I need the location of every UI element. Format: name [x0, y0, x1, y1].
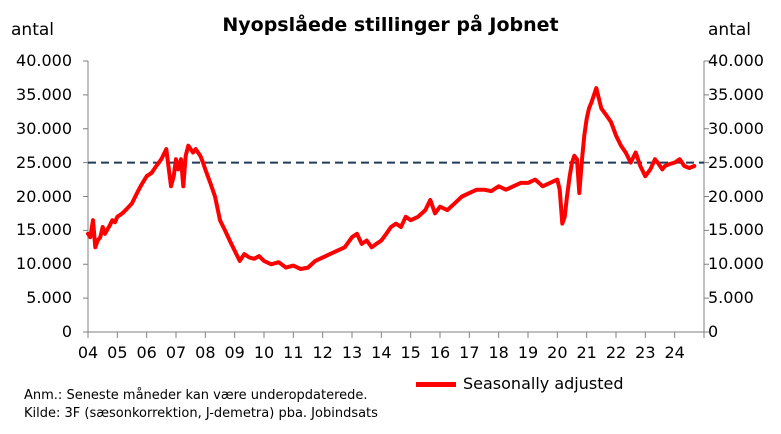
x-tick-label: 09 [224, 343, 245, 362]
x-tick-label: 05 [107, 343, 128, 362]
y-tick-label-left: 10.000 [16, 254, 72, 274]
y-tick-label-right: 10.000 [708, 254, 764, 274]
series-line-seasonally-adjusted [86, 86, 697, 271]
x-tick-label: 23 [635, 343, 656, 362]
x-tick-label: 14 [371, 343, 392, 362]
y-tick-label-right: 5.000 [708, 288, 754, 308]
y-tick-label-right: 30.000 [708, 118, 764, 138]
y-tick-label-right: 35.000 [708, 84, 764, 104]
x-tick-label: 08 [195, 343, 216, 362]
x-tick-label: 04 [77, 343, 99, 362]
y-tick-label-left: 40.000 [16, 51, 72, 70]
y-tick-label-left: 5.000 [26, 288, 72, 308]
footnote-note: Anm.: Seneste måneder kan være underopda… [24, 388, 368, 403]
x-tick-label: 06 [136, 343, 157, 362]
x-tick-label: 21 [576, 343, 597, 362]
x-tick-label: 12 [312, 343, 333, 362]
left-axis-unit: antal [11, 20, 54, 40]
x-tick-label: 07 [165, 343, 187, 362]
y-tick-label-left: 25.000 [16, 152, 72, 172]
x-tick-label: 11 [283, 343, 304, 362]
y-tick-label-left: 0 [61, 322, 72, 341]
x-tick-label: 19 [517, 343, 539, 362]
legend-label: Seasonally adjusted [463, 374, 624, 393]
right-axis-unit: antal [708, 20, 751, 40]
legend-swatch-seasonally-adjusted [416, 382, 456, 387]
y-tick-label-right: 25.000 [708, 152, 764, 172]
y-tick-label-left: 20.000 [16, 186, 72, 206]
y-tick-label-left: 30.000 [16, 118, 72, 138]
y-tick-label-right: 40.000 [708, 51, 764, 70]
x-tick-label: 13 [341, 343, 363, 362]
x-tick-label: 24 [664, 343, 685, 362]
y-tick-label-right: 15.000 [708, 220, 764, 240]
chart-title: Nyopslåede stillinger på Jobnet [222, 14, 559, 36]
x-tick-label: 10 [253, 343, 275, 362]
y-tick-label-right: 0 [708, 322, 719, 341]
y-tick-label-right: 20.000 [708, 186, 764, 206]
footnote-source: Kilde: 3F (sæsonkorrektion, J-demetra) p… [24, 406, 378, 421]
x-tick-label: 18 [488, 343, 509, 362]
y-tick-label-left: 35.000 [16, 84, 72, 104]
x-tick-label: 17 [459, 343, 480, 362]
x-tick-label: 20 [547, 343, 568, 362]
y-tick-label-left: 15.000 [16, 220, 72, 240]
x-tick-label: 16 [429, 343, 451, 362]
x-tick-label: 15 [400, 343, 421, 362]
x-tick-label: 22 [605, 343, 627, 362]
